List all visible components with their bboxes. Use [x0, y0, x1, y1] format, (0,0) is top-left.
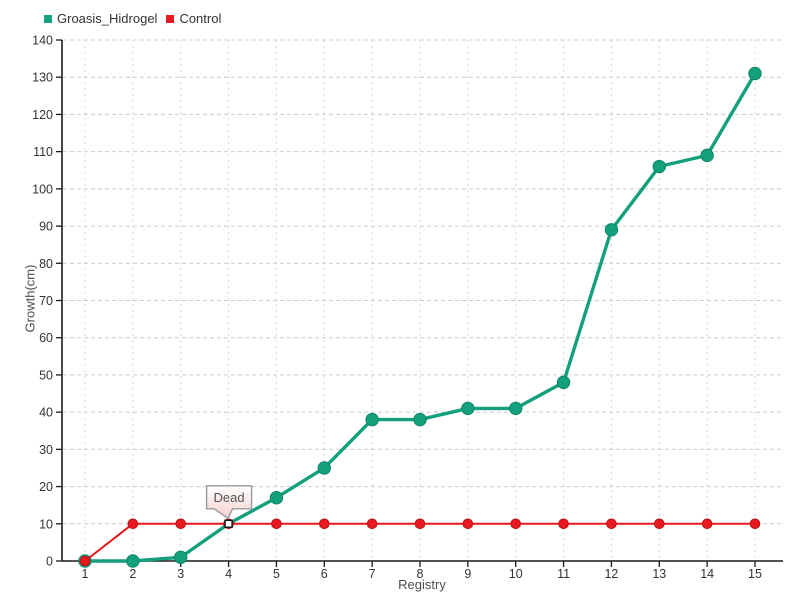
data-point-control[interactable] [558, 518, 569, 530]
x-tick-label: 8 [417, 567, 424, 581]
x-tick-label: 4 [225, 567, 232, 581]
x-axis-title: Registry [398, 577, 446, 592]
data-point-control[interactable] [653, 518, 665, 530]
x-tick-label: 3 [177, 567, 184, 581]
data-point-groasis-hidrogel[interactable] [269, 491, 284, 505]
data-point-control[interactable] [606, 518, 617, 530]
x-tick-label: 10 [509, 567, 523, 581]
y-tick-label: 100 [32, 182, 53, 196]
dead-point-marker[interactable] [224, 519, 233, 528]
data-point-groasis-hidrogel[interactable] [700, 148, 714, 163]
x-tick-label: 14 [700, 567, 714, 581]
x-tick-label: 11 [557, 567, 570, 581]
x-tick-label: 15 [748, 567, 762, 581]
y-tick-label: 90 [39, 220, 53, 234]
legend-swatch-control [166, 14, 175, 23]
y-tick-label: 0 [46, 555, 53, 569]
y-tick-label: 40 [39, 406, 53, 420]
tooltip: Dead [205, 485, 253, 520]
data-point-control[interactable] [127, 518, 139, 530]
data-point-control[interactable] [510, 518, 522, 530]
x-tick-label: 1 [82, 567, 89, 581]
data-point-control[interactable] [414, 518, 426, 530]
data-point-groasis-hidrogel[interactable] [461, 401, 475, 416]
x-tick-label: 5 [273, 567, 280, 581]
horizontal-gridlines [63, 39, 783, 525]
data-point-groasis-hidrogel[interactable] [365, 412, 379, 427]
y-tick-label: 50 [39, 368, 53, 382]
y-tick-label: 120 [32, 108, 53, 122]
tooltip-bubble [205, 485, 253, 520]
legend-label-control: Control [179, 11, 222, 26]
data-point-control[interactable] [318, 518, 330, 530]
data-point-control[interactable] [366, 518, 378, 530]
legend-item-groasis-hidrogel[interactable]: Groasis_Hidrogel [44, 11, 157, 26]
y-tick-label: 140 [32, 34, 53, 48]
series-control [79, 518, 761, 567]
legend-label-groasis-hidrogel: Groasis_Hidrogel [57, 11, 158, 26]
y-axis-title: Growth(cm) [22, 264, 38, 333]
x-tick-label: 2 [129, 567, 136, 581]
x-tick-label: 12 [604, 567, 618, 581]
data-point-groasis-hidrogel[interactable] [413, 412, 427, 427]
data-point-control[interactable] [271, 518, 282, 530]
data-point-control[interactable] [701, 518, 713, 530]
data-point-groasis-hidrogel[interactable] [748, 66, 762, 81]
data-point-control[interactable] [175, 518, 187, 530]
y-tick-label: 20 [39, 480, 53, 494]
data-point-groasis-hidrogel[interactable] [604, 223, 619, 237]
tooltip-label: Dead [214, 490, 245, 505]
y-tick-label: 80 [39, 257, 53, 271]
y-tick-label: 30 [39, 443, 53, 457]
x-tick-label: 7 [369, 567, 376, 581]
y-tick-label: 10 [39, 517, 53, 531]
tick-marks [56, 39, 756, 567]
data-point-control[interactable] [462, 518, 474, 530]
y-tick-label: 70 [39, 294, 53, 308]
legend: Groasis_Hidrogel Control [44, 11, 221, 26]
data-point-groasis-hidrogel[interactable] [652, 159, 666, 174]
x-tick-label: 6 [321, 567, 328, 581]
data-point-groasis-hidrogel[interactable] [317, 461, 331, 475]
data-point-groasis-hidrogel[interactable] [556, 375, 571, 390]
y-tick-label: 60 [39, 331, 53, 345]
data-point-control[interactable] [79, 555, 91, 567]
data-point-groasis-hidrogel[interactable] [174, 550, 188, 564]
legend-item-control[interactable]: Control [166, 11, 221, 26]
y-tick-label: 130 [32, 71, 53, 85]
legend-swatch-groasis-hidrogel [44, 14, 52, 23]
data-point-control[interactable] [749, 518, 761, 530]
y-tick-label: 110 [33, 145, 53, 159]
data-point-groasis-hidrogel[interactable] [126, 554, 140, 568]
data-point-groasis-hidrogel[interactable] [509, 401, 523, 416]
x-tick-label: 9 [464, 567, 471, 581]
x-tick-label: 13 [652, 567, 666, 581]
